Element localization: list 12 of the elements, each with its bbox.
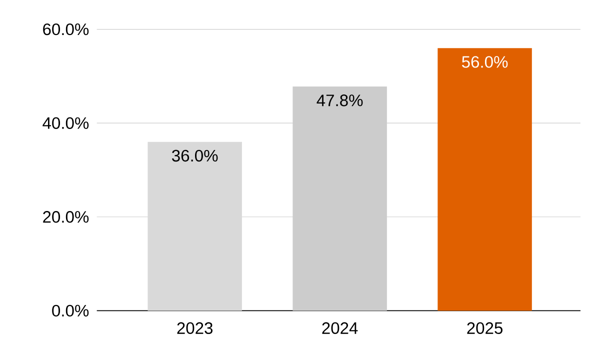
data-label: 47.8%: [316, 94, 363, 106]
x-tick-label: 2024: [322, 322, 358, 334]
y-tick-label: 40.0%: [42, 117, 89, 129]
bar: [148, 142, 242, 310]
bar: [438, 48, 532, 310]
x-tick-label: 2025: [467, 322, 502, 334]
data-label: 36.0%: [172, 150, 218, 162]
x-tick-label: 2023: [177, 322, 213, 334]
y-tick-label: 0.0%: [52, 304, 89, 316]
data-label: 56.0%: [462, 56, 508, 68]
y-tick-label: 60.0%: [43, 23, 89, 35]
y-tick-label: 20.0%: [43, 210, 89, 223]
